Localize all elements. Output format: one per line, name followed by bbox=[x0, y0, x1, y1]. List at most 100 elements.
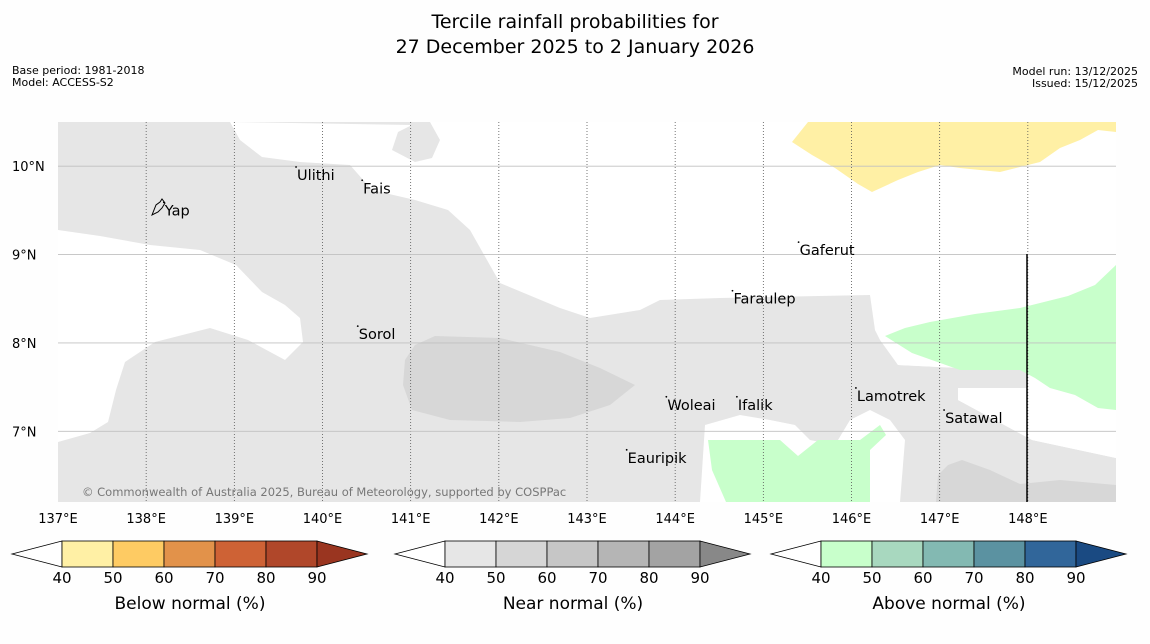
lat-label: 9°N bbox=[12, 249, 37, 264]
near-normal-50-patch bbox=[403, 336, 635, 422]
place-marker bbox=[625, 448, 628, 451]
colorbar-tick: 80 bbox=[1015, 569, 1034, 587]
colorbar-tick: 70 bbox=[964, 569, 983, 587]
above-normal-region-east bbox=[885, 265, 1116, 410]
lat-label: 8°N bbox=[12, 337, 37, 352]
below-normal-region bbox=[792, 122, 1116, 192]
colorbar-over-arrow bbox=[699, 540, 752, 568]
colorbar-segment bbox=[546, 540, 599, 568]
colorbar-segment bbox=[1024, 540, 1077, 568]
colorbar-segment bbox=[61, 540, 114, 568]
place-marker bbox=[731, 289, 734, 292]
above-normal-region-south bbox=[708, 425, 886, 502]
yap-island-outline bbox=[151, 198, 166, 217]
base-period-info: Base period: 1981-2018 Model: ACCESS-S2 bbox=[12, 65, 144, 89]
lon-label: 143°E bbox=[567, 512, 607, 527]
colorbar-segment bbox=[444, 540, 497, 568]
lon-label: 142°E bbox=[479, 512, 519, 527]
lon-label: 137°E bbox=[38, 512, 78, 527]
colorbar-segment bbox=[163, 540, 216, 568]
colorbar-1: 40 50 60 70 80 90 bbox=[393, 540, 752, 587]
gap-west bbox=[58, 262, 82, 302]
place-marker bbox=[735, 395, 738, 398]
gap-east-mid bbox=[958, 388, 1116, 458]
place-label-lamotrek: Lamotrek bbox=[857, 389, 926, 405]
lon-label: 141°E bbox=[391, 512, 431, 527]
colorbar-segment bbox=[648, 540, 701, 568]
colorbar-tick: 50 bbox=[103, 569, 122, 587]
colorbar-tick: 90 bbox=[1066, 569, 1085, 587]
place-label-faraulep: Faraulep bbox=[733, 292, 795, 308]
colorbar-segment bbox=[265, 540, 318, 568]
place-label-sorol: Sorol bbox=[359, 327, 396, 343]
map-grid bbox=[58, 122, 1116, 502]
colorbar-over-arrow bbox=[316, 540, 369, 568]
place-label-woleai: Woleai bbox=[667, 398, 715, 414]
colorbar-tick: 40 bbox=[435, 569, 454, 587]
colorbar-tick: 40 bbox=[811, 569, 830, 587]
colorbar-segment bbox=[214, 540, 267, 568]
place-marker bbox=[665, 395, 668, 398]
lon-label: 138°E bbox=[126, 512, 166, 527]
place-label-eauripik: Eauripik bbox=[628, 451, 687, 467]
colorbar-under-arrow bbox=[10, 540, 63, 568]
lon-label: 147°E bbox=[920, 512, 960, 527]
lat-label: 7°N bbox=[12, 425, 37, 440]
issued-date: Issued: 15/12/2025 bbox=[1031, 77, 1138, 90]
base-period: Base period: 1981-2018 bbox=[12, 64, 145, 77]
place-marker bbox=[295, 166, 297, 168]
lon-label: 148°E bbox=[1008, 512, 1048, 527]
colorbar-tick: 80 bbox=[639, 569, 658, 587]
run-info: Model run: 13/12/2025 Issued: 15/12/2025 bbox=[1012, 66, 1138, 90]
place-label-fais: Fais bbox=[363, 181, 390, 197]
colorbar-segment bbox=[112, 540, 165, 568]
colorbar-tick: 40 bbox=[52, 569, 71, 587]
colorbar-segment bbox=[922, 540, 975, 568]
colorbar-tick: 60 bbox=[537, 569, 556, 587]
lon-label: 146°E bbox=[832, 512, 872, 527]
place-marker bbox=[855, 387, 857, 389]
colorbar-tick: 70 bbox=[588, 569, 607, 587]
place-label-ulithi: Ulithi bbox=[297, 168, 335, 184]
colorbar-tick: 50 bbox=[486, 569, 505, 587]
colorbar-2: 40 50 60 70 80 90 bbox=[769, 540, 1128, 587]
place-label-ifalik: Ifalik bbox=[738, 398, 773, 414]
near-normal-50-patch-se bbox=[936, 460, 1116, 502]
colorbar-title-below: Below normal (%) bbox=[114, 594, 266, 614]
lon-label: 144°E bbox=[655, 512, 695, 527]
place-marker bbox=[361, 179, 364, 182]
colorbars: 40 50 60 70 80 90 40 50 60 70 80 90 40 50 60 70 80 90 bbox=[10, 540, 1128, 587]
colorbar-title-above: Above normal (%) bbox=[872, 594, 1026, 614]
lon-label: 139°E bbox=[215, 512, 255, 527]
copyright-credit: © Commonwealth of Australia 2025, Bureau… bbox=[82, 485, 566, 499]
colorbar-0: 40 50 60 70 80 90 bbox=[10, 540, 369, 587]
place-label-yap: Yap bbox=[164, 203, 190, 219]
colorbar-over-arrow bbox=[1075, 540, 1128, 568]
colorbar-segment bbox=[973, 540, 1026, 568]
colorbar-segment bbox=[820, 540, 873, 568]
model-run: Model run: 13/12/2025 bbox=[1012, 65, 1138, 78]
colorbar-under-arrow bbox=[393, 540, 446, 568]
colorbar-under-arrow bbox=[769, 540, 822, 568]
place-marker bbox=[943, 409, 945, 411]
place-labels: Yap Ulithi Fais Gaferut Faraulep Sorol Lamotre… bbox=[162, 166, 1003, 467]
colorbar-tick: 50 bbox=[862, 569, 881, 587]
title-line-2: 27 December 2025 to 2 January 2026 bbox=[395, 36, 755, 58]
colorbar-tick: 90 bbox=[307, 569, 326, 587]
lon-label: 145°E bbox=[744, 512, 784, 527]
chart-title: Tercile rainfall probabilities for 27 De… bbox=[0, 10, 1150, 60]
colorbar-tick: 70 bbox=[205, 569, 224, 587]
colorbar-tick: 90 bbox=[690, 569, 709, 587]
colorbar-segment bbox=[597, 540, 650, 568]
lon-label: 140°E bbox=[303, 512, 343, 527]
colorbar-segment bbox=[871, 540, 924, 568]
title-line-1: Tercile rainfall probabilities for bbox=[431, 11, 719, 33]
colorbar-tick: 60 bbox=[913, 569, 932, 587]
colorbar-tick: 80 bbox=[256, 569, 275, 587]
place-label-gaferut: Gaferut bbox=[800, 243, 855, 259]
colorbar-title-near: Near normal (%) bbox=[502, 594, 644, 614]
colorbar-tick: 60 bbox=[154, 569, 173, 587]
lat-label: 10°N bbox=[12, 160, 45, 175]
place-marker bbox=[797, 241, 800, 244]
